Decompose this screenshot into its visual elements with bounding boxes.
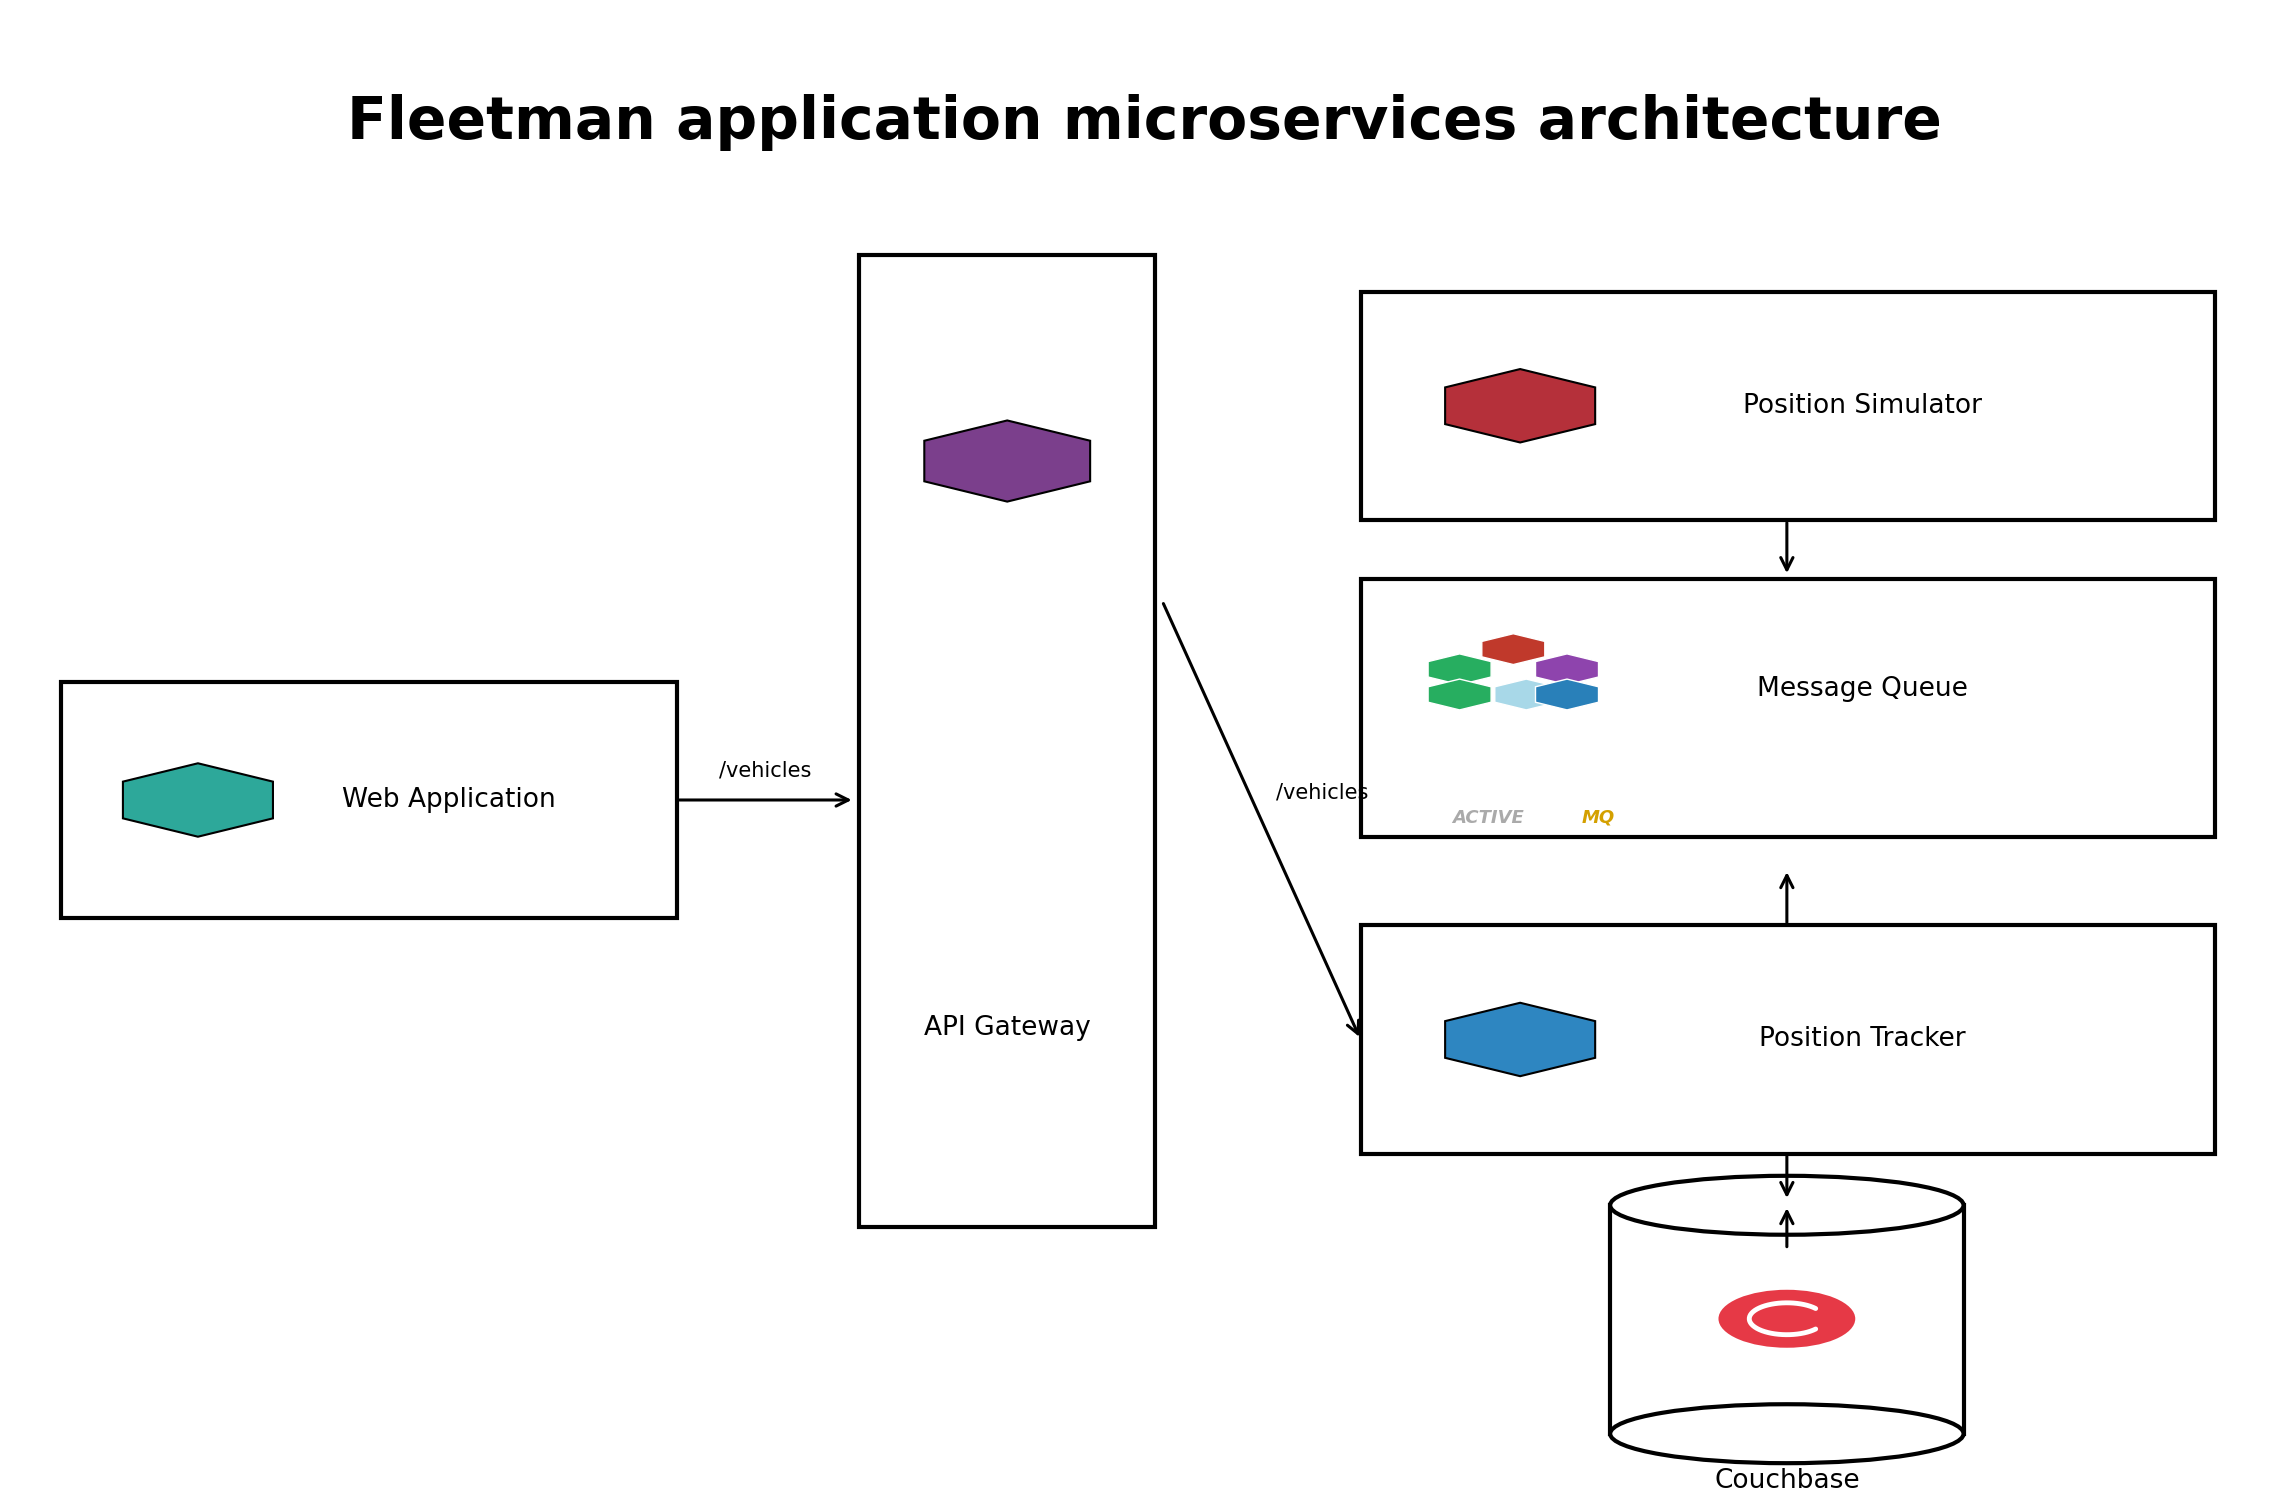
Ellipse shape: [1611, 1404, 1963, 1462]
Polygon shape: [124, 764, 272, 837]
Text: MQ: MQ: [1581, 808, 1615, 826]
Polygon shape: [1494, 680, 1558, 710]
Ellipse shape: [1718, 1290, 1856, 1347]
Polygon shape: [1428, 654, 1492, 684]
Text: Couchbase: Couchbase: [1714, 1467, 1860, 1494]
Bar: [1361, 291, 2215, 520]
Polygon shape: [924, 420, 1089, 501]
Bar: [858, 255, 1155, 1227]
Text: Fleetman application microservices architecture: Fleetman application microservices archi…: [345, 93, 1943, 150]
Ellipse shape: [1611, 1176, 1963, 1234]
Text: API Gateway: API Gateway: [924, 1016, 1091, 1041]
Polygon shape: [1446, 1004, 1595, 1076]
Text: /vehicles: /vehicles: [1277, 783, 1368, 802]
Text: ACTIVE: ACTIVE: [1453, 808, 1524, 826]
Bar: [1361, 926, 2215, 1154]
Polygon shape: [1535, 654, 1599, 684]
Text: Position Simulator: Position Simulator: [1743, 393, 1981, 418]
Text: Message Queue: Message Queue: [1757, 676, 1968, 702]
Polygon shape: [1446, 369, 1595, 442]
Polygon shape: [1535, 680, 1599, 710]
Bar: [1361, 579, 2215, 837]
Text: Web Application: Web Application: [341, 788, 556, 813]
Polygon shape: [1483, 633, 1544, 664]
Polygon shape: [1428, 680, 1492, 710]
Text: Position Tracker: Position Tracker: [1759, 1026, 1965, 1053]
Text: /vehicles: /vehicles: [718, 760, 812, 782]
Bar: [62, 682, 677, 918]
